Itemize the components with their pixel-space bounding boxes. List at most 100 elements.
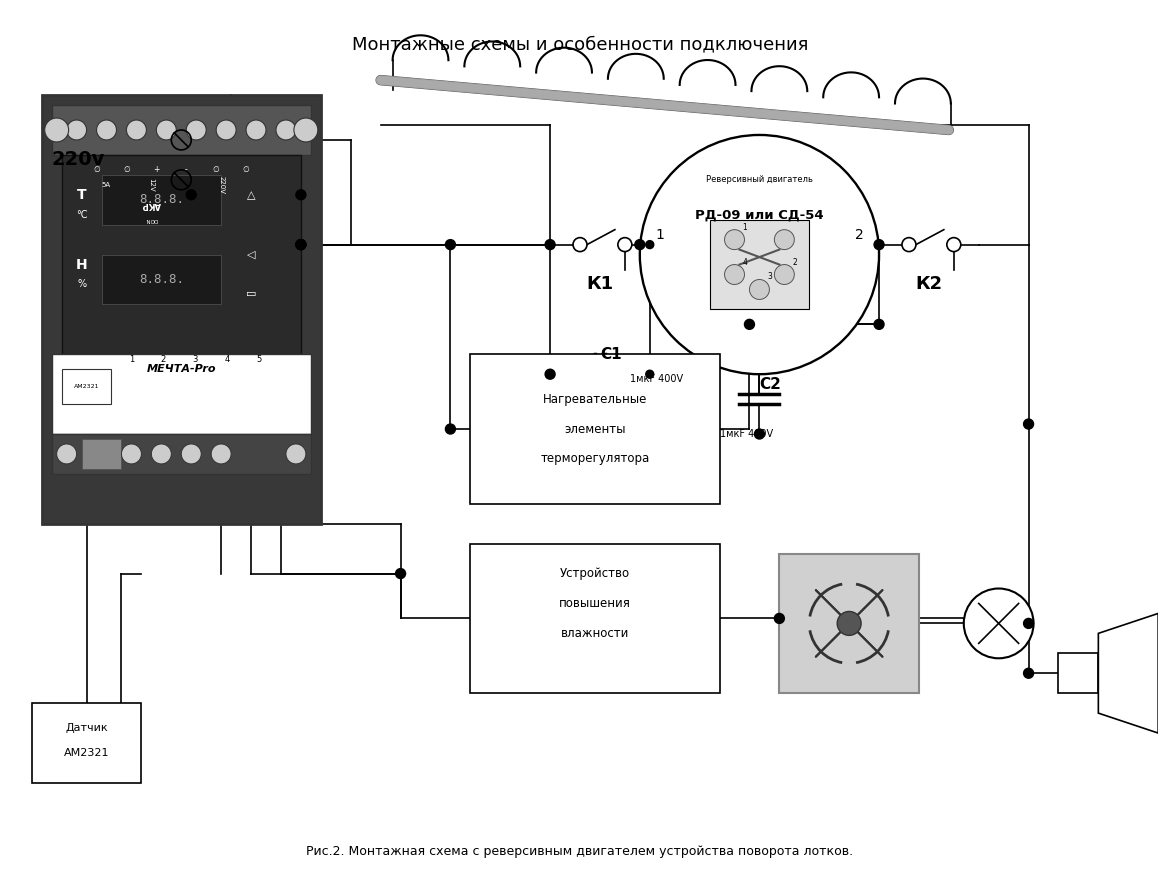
Circle shape xyxy=(181,444,201,464)
Text: Нагревательные: Нагревательные xyxy=(543,392,647,406)
Bar xyxy=(31,704,142,783)
Circle shape xyxy=(216,120,237,140)
Text: 1: 1 xyxy=(655,227,665,241)
Text: 1мкF 400V: 1мкF 400V xyxy=(630,374,683,385)
Text: Рис.2. Монтажная схема с реверсивным двигателем устройства поворота лотков.: Рис.2. Монтажная схема с реверсивным дви… xyxy=(306,844,854,857)
Text: Датчик: Датчик xyxy=(65,723,108,733)
Text: С2: С2 xyxy=(760,377,782,392)
Text: 2: 2 xyxy=(855,227,863,241)
Text: Устройство: Устройство xyxy=(560,567,630,580)
Text: С1: С1 xyxy=(600,347,622,362)
Text: AM2321: AM2321 xyxy=(74,384,100,389)
Text: 8.8.8.: 8.8.8. xyxy=(139,273,183,286)
Circle shape xyxy=(573,238,587,252)
Circle shape xyxy=(902,238,916,252)
Circle shape xyxy=(646,371,654,378)
Text: ∅: ∅ xyxy=(93,165,100,174)
Circle shape xyxy=(947,238,960,252)
Circle shape xyxy=(964,588,1034,658)
Bar xyxy=(42,95,321,524)
Circle shape xyxy=(66,120,87,140)
Circle shape xyxy=(151,444,172,464)
Text: ▭: ▭ xyxy=(246,289,256,300)
Circle shape xyxy=(745,319,754,329)
Circle shape xyxy=(57,444,77,464)
Circle shape xyxy=(749,280,769,300)
Circle shape xyxy=(635,239,645,250)
Circle shape xyxy=(775,230,795,250)
Bar xyxy=(470,354,719,503)
Text: ∅: ∅ xyxy=(212,165,219,174)
Text: терморегулятора: терморегулятора xyxy=(541,453,650,466)
Text: 8.8.8.: 8.8.8. xyxy=(139,193,183,206)
Circle shape xyxy=(396,569,406,579)
Circle shape xyxy=(211,444,231,464)
Circle shape xyxy=(1023,619,1034,628)
Circle shape xyxy=(187,120,206,140)
Text: АМ2321: АМ2321 xyxy=(64,748,109,758)
Bar xyxy=(52,354,311,434)
Text: △: △ xyxy=(247,190,255,200)
Circle shape xyxy=(276,120,296,140)
Bar xyxy=(81,439,122,468)
Text: DON: DON xyxy=(145,218,158,222)
Circle shape xyxy=(1023,419,1034,429)
Circle shape xyxy=(445,239,456,250)
Text: 220v: 220v xyxy=(52,150,106,170)
Text: 1: 1 xyxy=(742,223,747,232)
Text: ∅: ∅ xyxy=(242,165,249,174)
Circle shape xyxy=(754,429,764,439)
Text: 1мкF 400V: 1мкF 400V xyxy=(719,429,773,439)
Text: Монтажные схемы и особенности подключения: Монтажные схемы и особенности подключени… xyxy=(351,35,809,53)
Circle shape xyxy=(875,239,884,250)
Text: повышения: повышения xyxy=(559,597,631,610)
Bar xyxy=(780,553,919,693)
Text: ◁: ◁ xyxy=(247,250,255,260)
Text: 220V: 220V xyxy=(218,176,224,194)
Text: 4: 4 xyxy=(742,258,747,267)
Bar xyxy=(61,369,111,404)
Circle shape xyxy=(445,424,456,434)
Text: ∅: ∅ xyxy=(123,165,130,174)
Circle shape xyxy=(545,369,556,379)
Text: Реверсивный двигатель: Реверсивный двигатель xyxy=(706,176,813,184)
Circle shape xyxy=(646,240,654,248)
Circle shape xyxy=(618,238,632,252)
Circle shape xyxy=(296,239,306,250)
Text: элементы: элементы xyxy=(564,422,625,435)
Text: АКР: АКР xyxy=(142,200,161,209)
Circle shape xyxy=(293,118,318,142)
Text: °C: °C xyxy=(75,210,87,219)
Text: 4: 4 xyxy=(225,355,230,364)
Circle shape xyxy=(875,319,884,329)
Text: 2: 2 xyxy=(792,258,797,267)
Text: 12V: 12V xyxy=(148,178,154,191)
Text: T: T xyxy=(77,188,86,202)
Bar xyxy=(52,105,311,155)
Bar xyxy=(102,254,222,304)
Text: К1: К1 xyxy=(586,275,614,294)
Circle shape xyxy=(296,190,306,200)
Text: 3: 3 xyxy=(193,355,198,364)
Text: влажности: влажности xyxy=(560,627,629,640)
Bar xyxy=(710,219,810,309)
Circle shape xyxy=(246,120,266,140)
Circle shape xyxy=(775,265,795,284)
Text: 5A: 5A xyxy=(102,182,111,188)
Polygon shape xyxy=(1099,614,1158,733)
Circle shape xyxy=(285,444,306,464)
Text: К2: К2 xyxy=(915,275,942,294)
Text: 1: 1 xyxy=(129,355,135,364)
Circle shape xyxy=(545,239,556,250)
Circle shape xyxy=(187,190,196,200)
Circle shape xyxy=(1023,669,1034,678)
Text: %: % xyxy=(77,280,86,289)
Circle shape xyxy=(96,120,116,140)
Circle shape xyxy=(45,118,68,142)
Text: H: H xyxy=(75,258,87,272)
Text: 2: 2 xyxy=(161,355,166,364)
Bar xyxy=(470,544,719,693)
Bar xyxy=(1058,653,1099,693)
Circle shape xyxy=(296,239,306,250)
Circle shape xyxy=(725,230,745,250)
